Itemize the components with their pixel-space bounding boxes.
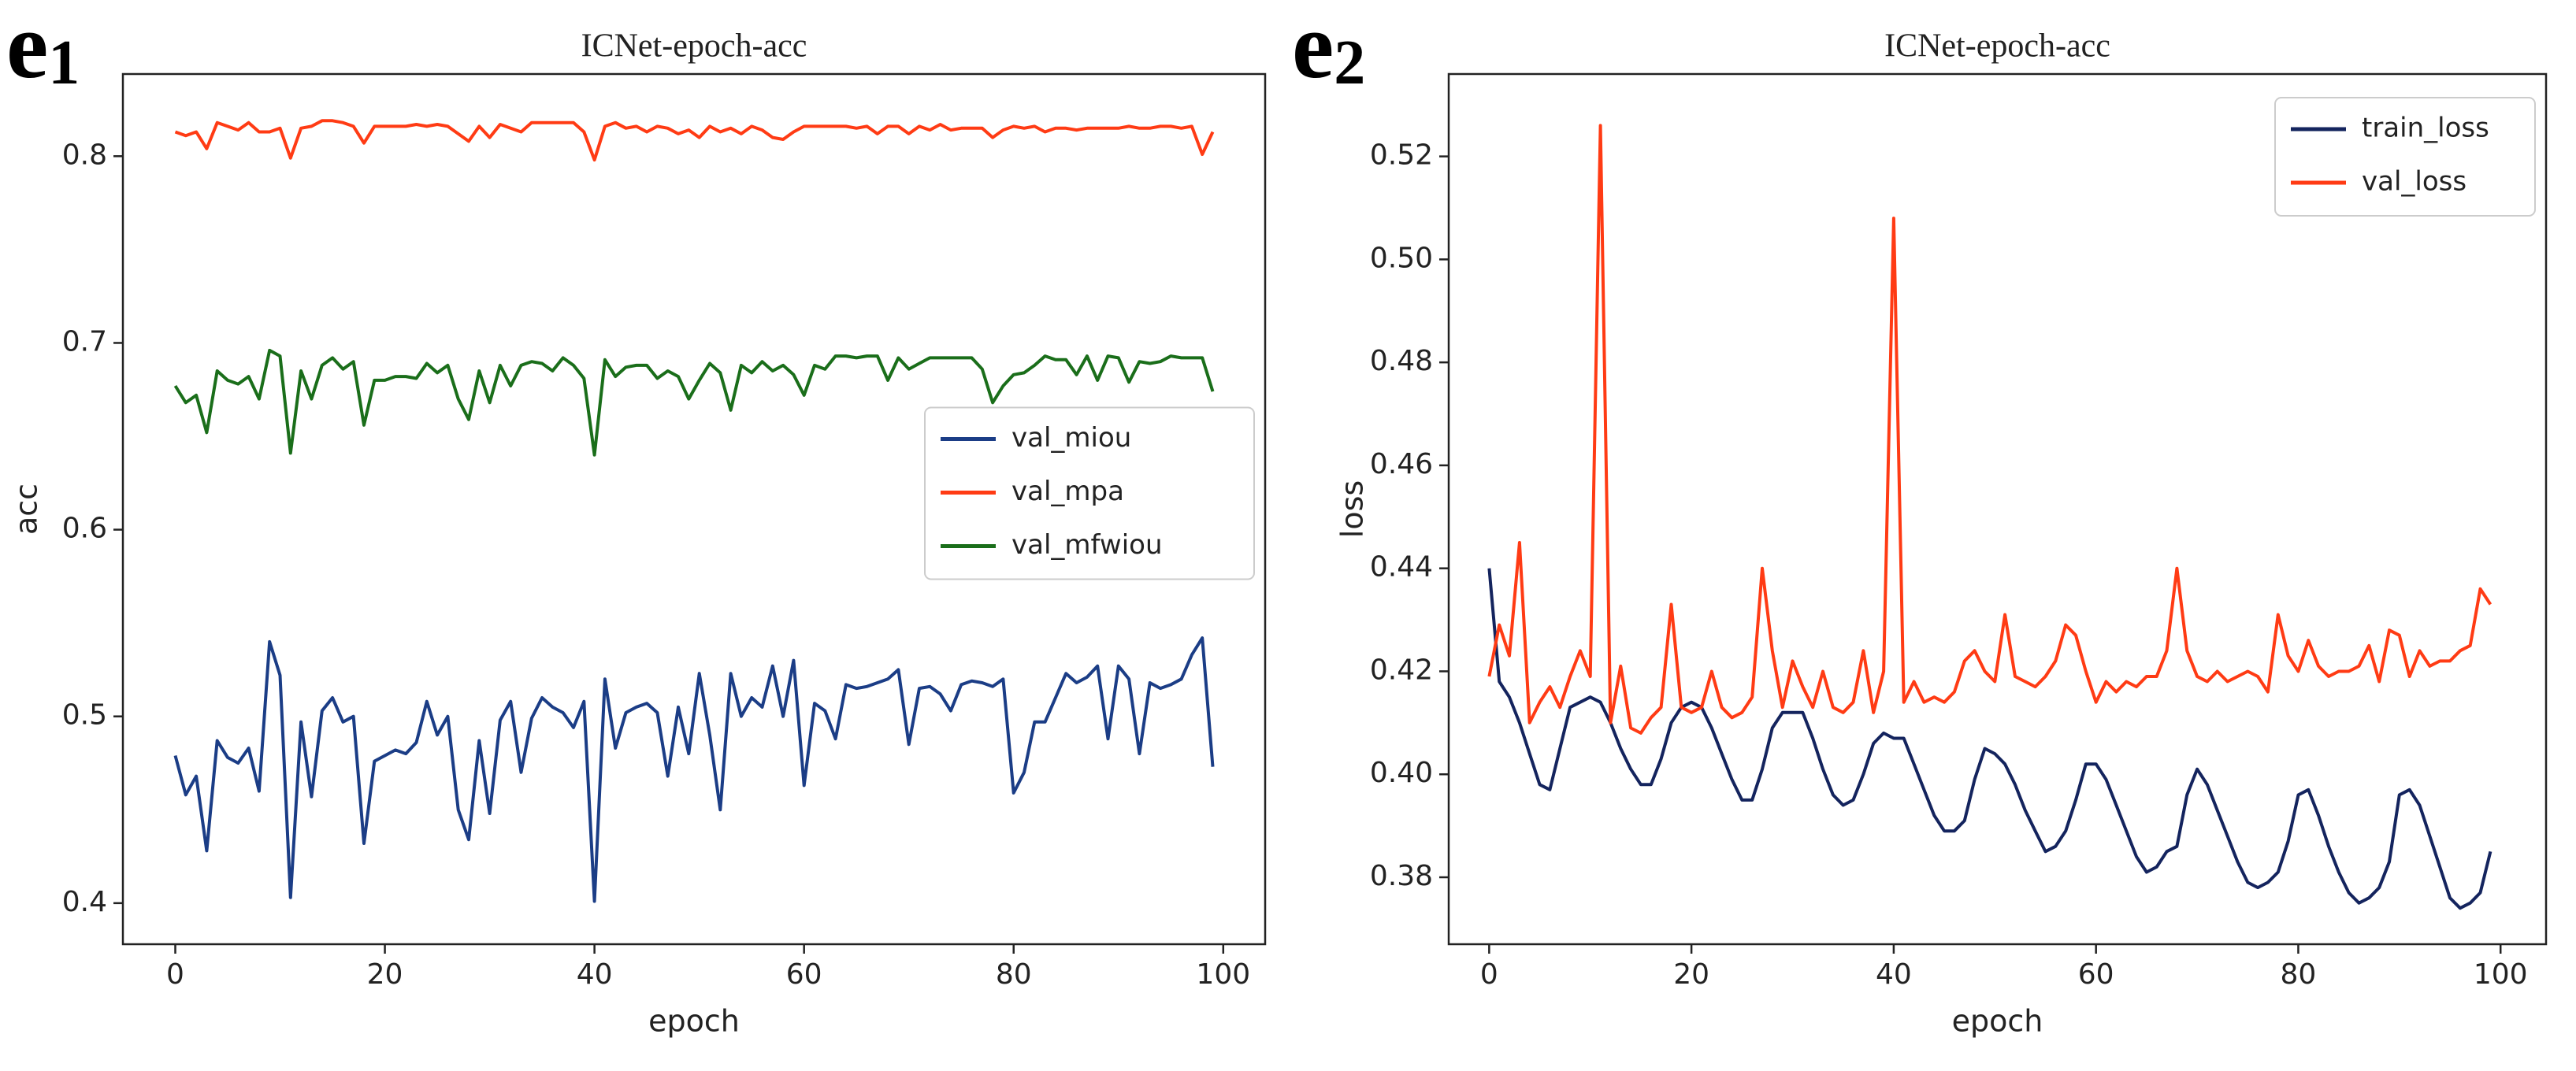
x-tick-label: 40 xyxy=(1876,958,1912,991)
x-tick-label: 20 xyxy=(1673,958,1709,991)
x-tick-label: 80 xyxy=(996,958,1032,991)
x-tick-label: 80 xyxy=(2281,958,2317,991)
x-axis-label: epoch xyxy=(648,1004,740,1039)
legend: val_miou val_mpa val_mfwiou xyxy=(924,406,1255,580)
chart: e2 ICNet-epoch-acc 0 20 40 60 80 100 0.38 0.40 0.4… xyxy=(1292,0,2548,1039)
panel-number: 2 xyxy=(1334,28,1365,98)
panel-label: e2 xyxy=(1292,0,1365,98)
x-tick-label: 60 xyxy=(786,958,822,991)
panel-number: 1 xyxy=(48,28,80,98)
y-tick-label: 0.4 xyxy=(62,886,107,918)
y-tick-label: 0.48 xyxy=(1370,345,1433,377)
legend-label: val_loss xyxy=(2362,166,2467,198)
y-tick-label: 0.5 xyxy=(62,699,107,732)
x-axis-label: epoch xyxy=(1952,1004,2043,1039)
y-tick-label: 0.40 xyxy=(1370,757,1433,789)
x-tick-label: 0 xyxy=(1480,958,1498,991)
legend-label: val_mfwiou xyxy=(1011,529,1163,561)
legend-label: val_mpa xyxy=(1011,476,1124,507)
y-tick-label: 0.50 xyxy=(1370,242,1433,274)
y-tick-label: 0.42 xyxy=(1370,654,1433,686)
series-line xyxy=(174,119,1215,162)
x-tick-label: 0 xyxy=(166,958,184,991)
y-axis-label: acc xyxy=(9,484,44,535)
y-tick-label: 0.38 xyxy=(1370,860,1433,892)
series-line xyxy=(173,348,1215,457)
legend-label: val_miou xyxy=(1011,422,1131,454)
plot-frame xyxy=(1447,72,2548,946)
series-line xyxy=(173,636,1215,903)
series-line xyxy=(1487,568,2492,910)
legend: train_loss val_loss xyxy=(2274,97,2536,217)
y-tick-label: 0.6 xyxy=(62,513,107,545)
legend-box xyxy=(924,406,1255,580)
x-tick-label: 60 xyxy=(2078,958,2114,991)
chart-title: ICNet-epoch-acc xyxy=(1884,28,2110,65)
x-tick-label: 40 xyxy=(577,958,613,991)
series-line xyxy=(1487,124,2492,735)
x-tick-label: 100 xyxy=(2474,958,2528,991)
y-tick-label: 0.46 xyxy=(1370,448,1433,480)
chart: e1 ICNet-epoch-acc 0 20 40 60 80 100 0.4 0.5 0.6 0.… xyxy=(6,0,1267,1039)
y-tick-label: 0.52 xyxy=(1370,139,1433,172)
x-tick-label: 100 xyxy=(1196,958,1250,991)
y-tick-label: 0.8 xyxy=(62,139,107,171)
panel-letter: e xyxy=(6,0,48,98)
chart-title: ICNet-epoch-acc xyxy=(581,28,807,65)
x-tick-label: 20 xyxy=(367,958,403,991)
y-axis-label: loss xyxy=(1335,480,1370,538)
legend-label: train_loss xyxy=(2362,113,2489,144)
y-tick-label: 0.7 xyxy=(62,325,107,358)
y-tick-label: 0.44 xyxy=(1370,551,1433,584)
panel-label: e1 xyxy=(6,0,80,98)
plot-frame xyxy=(121,72,1267,946)
panel-letter: e xyxy=(1292,0,1334,98)
